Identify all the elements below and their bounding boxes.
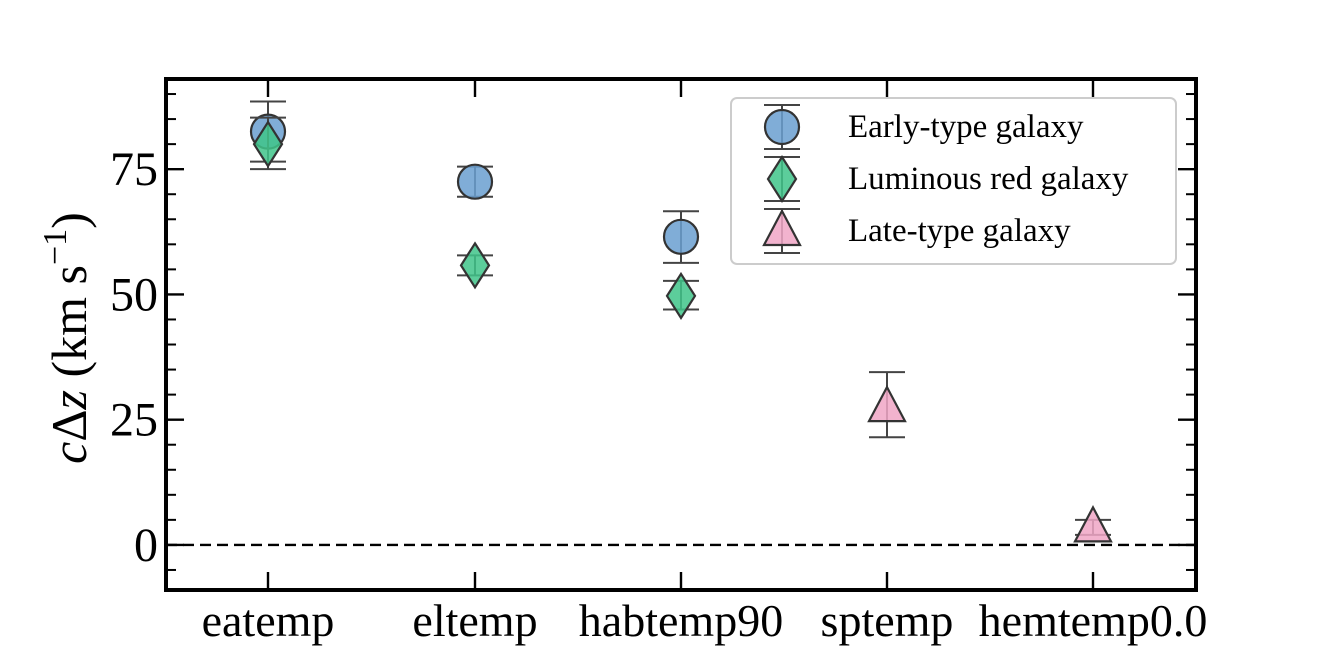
data-point-triangle (867, 384, 907, 423)
y-tick-label: 25 (110, 394, 158, 447)
y-axis-label-c: c (41, 442, 97, 464)
y-axis-label-close: ) (41, 212, 97, 229)
data-point-circle (456, 163, 494, 200)
legend-label: Early-type galaxy (848, 109, 1084, 145)
y-axis-label-unit: (km s (41, 265, 97, 390)
y-tick-label: 75 (110, 143, 158, 196)
data-point-circle (662, 218, 700, 255)
y-axis-label: cΔz (km s−1) (37, 212, 97, 464)
legend-label: Luminous red galaxy (848, 161, 1129, 197)
y-axis-label-exponent: −1 (37, 229, 74, 265)
legend-marker-circle (763, 108, 801, 146)
y-axis-label-z: z (41, 390, 97, 410)
y-axis-label-delta: Δ (41, 409, 97, 441)
legend: Early-type galaxy Luminous red galaxy Late… (730, 97, 1177, 265)
legend-box (730, 97, 1177, 265)
legend-label: Late-type galaxy (848, 213, 1071, 249)
x-tick-label: eatemp (202, 595, 335, 646)
data-point-triangle (1073, 505, 1113, 543)
legend-marker-triangle (762, 208, 802, 247)
data-point-diamond (252, 120, 284, 169)
y-tick-label: 50 (110, 268, 158, 321)
y-tick-label: 0 (134, 519, 158, 572)
legend-marker-diamond (766, 154, 798, 204)
plot-area: 0 25 50 75 eatemp eltemp habtemp90 sptemp hemtem… (37, 77, 1208, 646)
x-tick-label: hemtemp0.0 (979, 595, 1208, 646)
axes-frame (164, 77, 1198, 592)
x-tick-label: habtemp90 (579, 595, 783, 646)
x-tick-label: eltemp (412, 595, 537, 646)
data-point-diamond (459, 241, 491, 290)
data-point-diamond (665, 271, 697, 320)
x-tick-label: sptemp (821, 595, 954, 646)
